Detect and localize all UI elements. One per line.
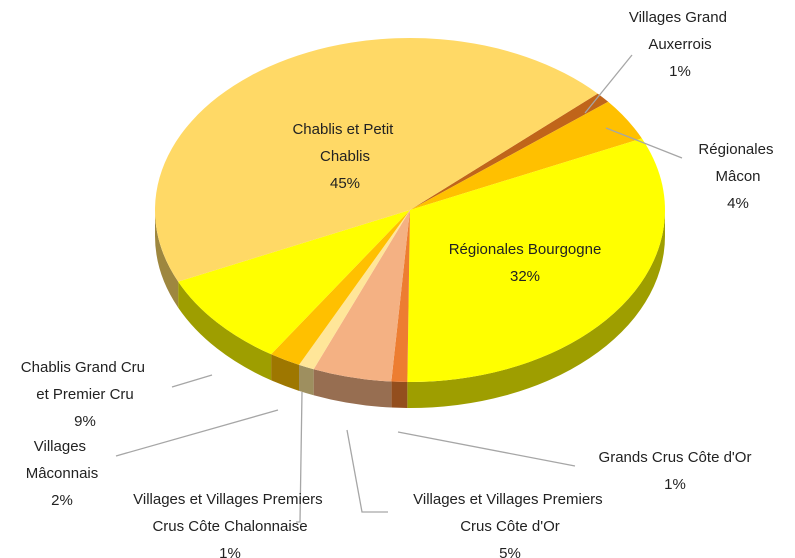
label-line: Chablis et Petit (292, 121, 397, 138)
slice-side (299, 364, 314, 396)
value-label: 4% (727, 195, 749, 212)
slice (313, 210, 410, 382)
slice (271, 210, 410, 365)
leader-line (584, 54, 633, 114)
slice (299, 210, 410, 370)
label-line: Villages Grand (629, 9, 731, 26)
value-label: 1% (669, 63, 691, 80)
slice (391, 210, 410, 382)
slice-label: Villages et Villages Premiers Crus Côte … (413, 491, 607, 535)
label-line: Régionales (698, 141, 777, 158)
value-label: 5% (499, 545, 521, 558)
label-line: et Premier Cru (36, 386, 134, 403)
label-line: Mâconnais (26, 465, 99, 482)
slice-label: Villages et Villages Premiers Crus Côte … (133, 491, 327, 535)
slice-side (407, 210, 665, 408)
label-line: Villages et Villages Premiers (413, 491, 607, 508)
leader-line (397, 431, 576, 467)
slice-label: Villages Grand Auxerrois (629, 9, 731, 53)
label-line: Chablis (320, 148, 370, 165)
slice-label: Grands Crus Côte d'Or (599, 449, 752, 466)
leader-line (605, 127, 683, 159)
slice-label: Chablis Grand Cru et Premier Cru (21, 359, 149, 403)
label-line: Grands Crus Côte d'Or (599, 449, 752, 466)
slice (407, 138, 666, 382)
slice-label: Chablis et Petit Chablis (292, 121, 397, 165)
slice-side (313, 369, 392, 408)
value-label: 2% (51, 492, 73, 509)
label-line: Chablis Grand Cru (21, 359, 149, 376)
label-line: Villages et Villages Premiers (133, 491, 327, 508)
value-label: 9% (74, 413, 96, 430)
leader-line (171, 374, 213, 388)
value-label: 1% (664, 476, 686, 493)
leader-line (296, 391, 303, 523)
value-label: 45% (330, 175, 360, 192)
slice-label: Régionales Bourgogne (449, 241, 602, 258)
value-label: 1% (219, 545, 241, 558)
slice (178, 210, 410, 355)
label-line: Auxerrois (648, 36, 711, 53)
label-line: Villages (34, 438, 90, 455)
slice (410, 93, 609, 210)
label-line: Régionales Bourgogne (449, 241, 602, 258)
slice-side (391, 381, 408, 408)
slice-label: Villages Mâconnais (26, 438, 99, 482)
label-line: Mâcon (715, 168, 760, 185)
slice (154, 37, 598, 282)
slice-side (178, 281, 272, 381)
leader-line (115, 409, 279, 457)
slice-side (155, 210, 179, 308)
label-line: Crus Côte d'Or (460, 518, 560, 535)
slice (410, 101, 642, 210)
slice-side (271, 354, 300, 391)
slice-label: Régionales Mâcon (698, 141, 777, 185)
leader-line (346, 429, 388, 513)
value-label: 32% (510, 268, 540, 285)
label-line: Crus Côte Chalonnaise (152, 518, 307, 535)
